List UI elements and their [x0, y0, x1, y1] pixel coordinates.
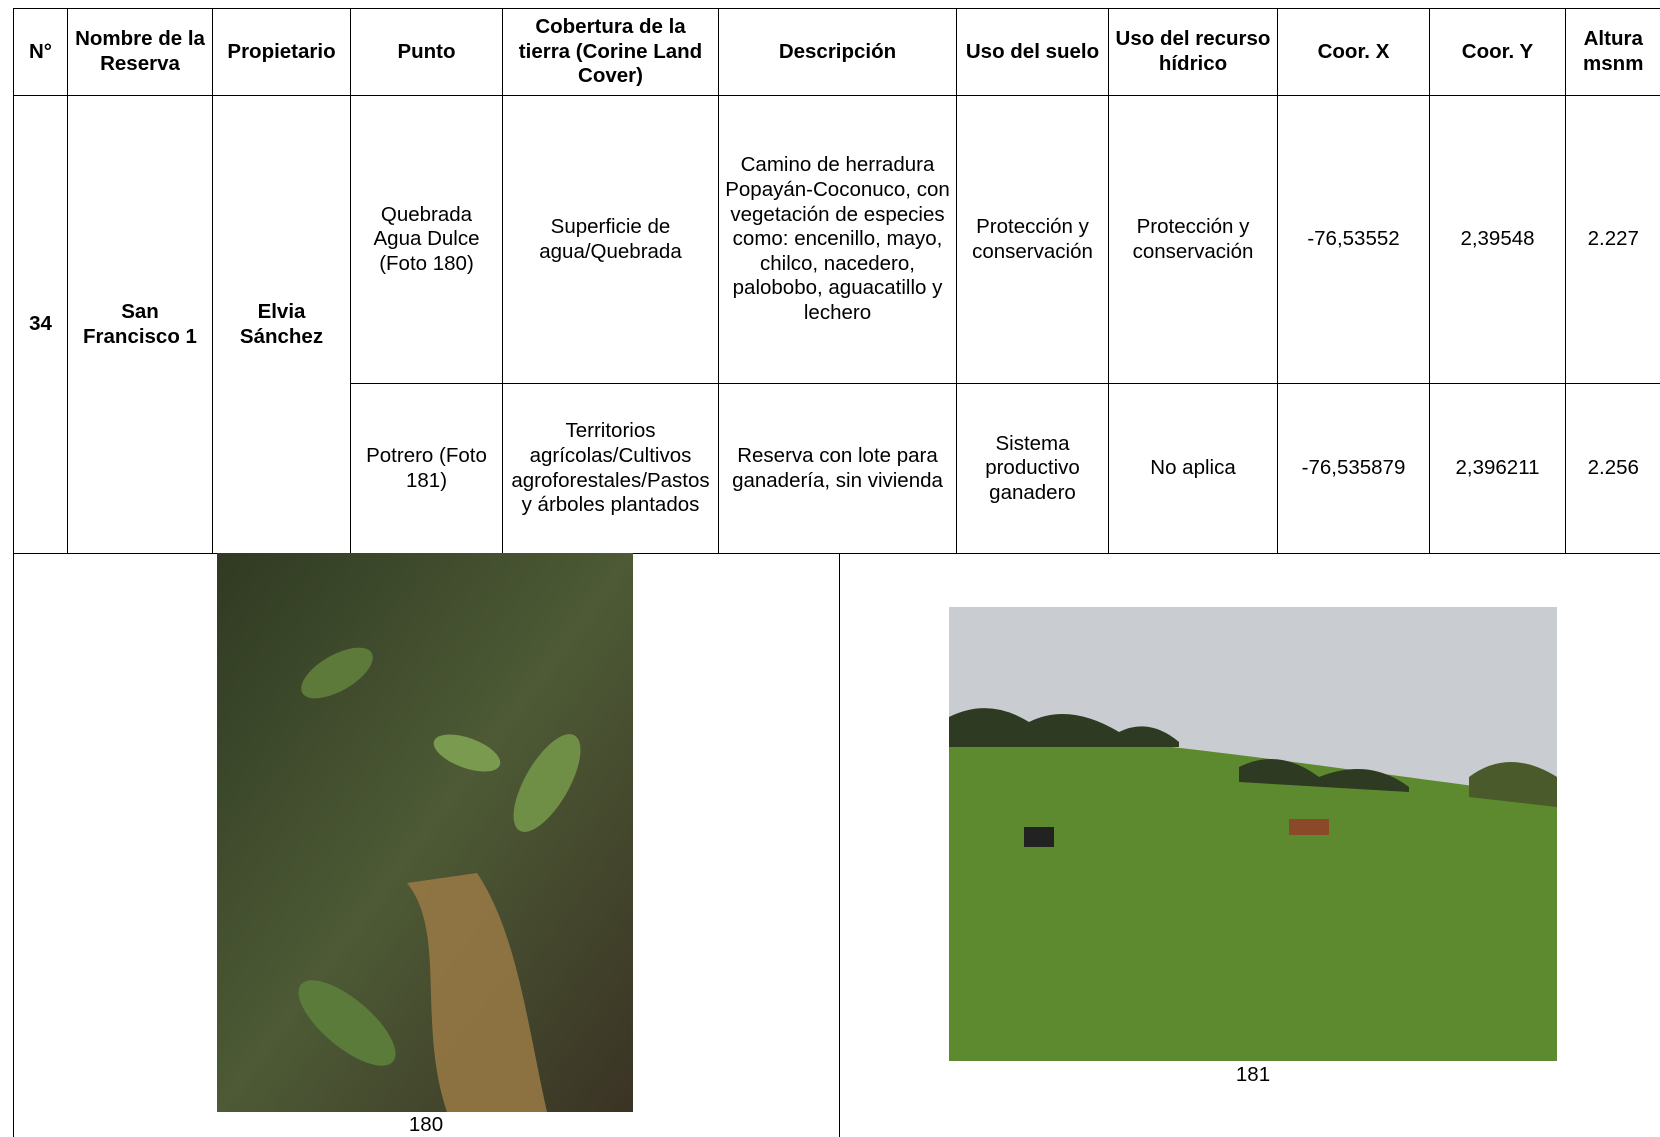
cell: 2,396211: [1429, 383, 1566, 554]
cell: 34: [13, 95, 68, 554]
cell: 2.227: [1565, 95, 1660, 384]
header-cell: N°: [13, 8, 68, 96]
cell: -76,535879: [1277, 383, 1430, 554]
header-cell: Propietario: [212, 8, 351, 96]
cell: No aplica: [1108, 383, 1278, 554]
cell: Protección y conservación: [1108, 95, 1278, 384]
cell: Reserva con lote para ganadería, sin viv…: [718, 383, 957, 554]
cell: Quebrada Agua Dulce (Foto 180): [350, 95, 503, 384]
cell: Superficie de agua/Quebrada: [502, 95, 719, 384]
table-row: Potrero (Foto 181) Territorios agrícolas…: [14, 383, 1660, 554]
header-cell: Descripción: [718, 8, 957, 96]
header-cell: Coor. X: [1277, 8, 1430, 96]
header-cell: Uso del suelo: [956, 8, 1109, 96]
cell: Potrero (Foto 181): [350, 383, 503, 554]
header-cell: Uso del recurso hídrico: [1108, 8, 1278, 96]
cell: Camino de herradura Popayán-Coconuco, co…: [718, 95, 957, 384]
cell: Sistema productivo ganadero: [956, 383, 1109, 554]
cell: Territorios agrícolas/Cultivos agrofores…: [502, 383, 719, 554]
cell: 2.256: [1565, 383, 1660, 554]
cell: 2,39548: [1429, 95, 1566, 384]
cell: Protección y conservación: [956, 95, 1109, 384]
photo-stream: [217, 553, 633, 1112]
photo-pasture: [949, 607, 1557, 1061]
cell: -76,53552: [1277, 95, 1430, 384]
cell: San Francisco 1: [67, 95, 213, 554]
data-table: N° Nombre de la Reserva Propietario Punt…: [13, 8, 1660, 554]
divider: [839, 553, 840, 1137]
header-cell: Nombre de la Reserva: [67, 8, 213, 96]
table-row: 34 San Francisco 1 Elvia Sánchez Quebrad…: [13, 95, 1660, 554]
header-cell: Cobertura de la tierra (Corine Land Cove…: [502, 8, 719, 96]
photo-caption: 181: [1235, 1063, 1271, 1086]
cell: Elvia Sánchez: [212, 95, 351, 554]
photo-section: 180 181: [13, 553, 1660, 1137]
header-cell: Punto: [350, 8, 503, 96]
header-cell: Coor. Y: [1429, 8, 1566, 96]
header-row: N° Nombre de la Reserva Propietario Punt…: [13, 8, 1660, 96]
header-cell: Altura msnm: [1565, 8, 1660, 96]
photo-caption: 180: [408, 1113, 444, 1136]
